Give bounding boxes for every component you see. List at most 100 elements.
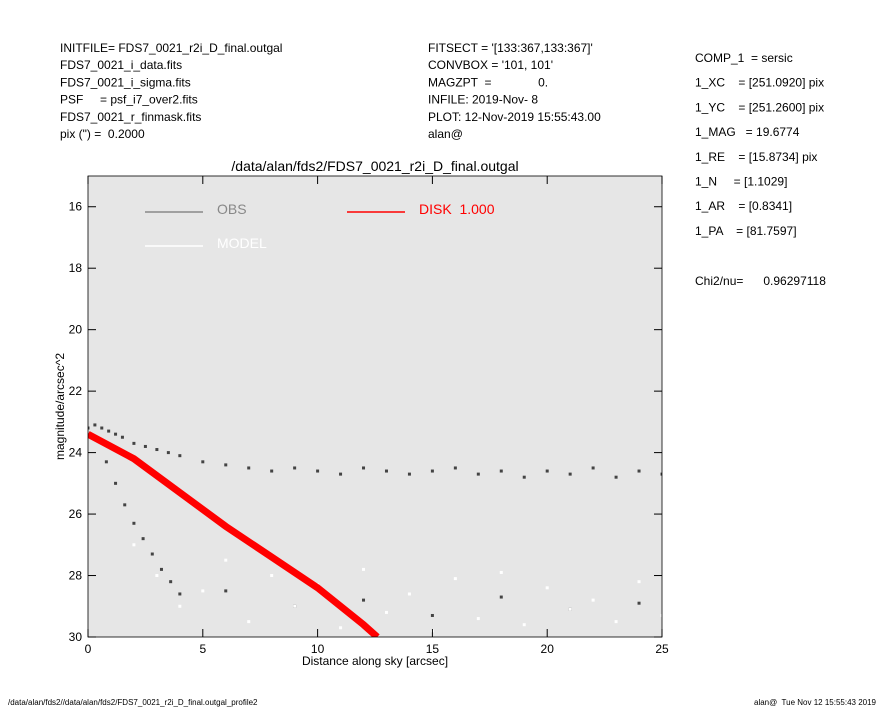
legend-label: MODEL [217,235,267,251]
point [614,475,618,479]
point [247,466,251,470]
point [166,451,170,455]
header-text: PLOT: 12-Nov-2019 15:55:43.00 [428,110,601,124]
plot-area [88,176,662,637]
point [224,558,228,562]
point [155,574,159,578]
point [591,598,595,602]
point [169,580,173,584]
x-tick-label: 10 [311,642,325,656]
header-text: 1_RE = [15.8734] pix [695,150,817,164]
point [141,537,145,541]
header-text: INFILE: 2019-Nov- 8 [428,93,538,107]
point [339,472,343,476]
point [270,469,274,473]
point [270,574,274,578]
point [545,469,549,473]
point [100,426,104,430]
footer: alan@ Tue Nov 12 15:55:43 2019 [754,698,877,707]
point [430,613,434,617]
point [143,444,147,448]
y-tick-label: 24 [69,446,83,460]
point [522,475,526,479]
point [123,503,127,507]
y-tick-label: 20 [69,323,83,337]
point [120,435,124,439]
footer: /data/alan/fds2//data/alan/fds2/FDS7_002… [8,698,258,707]
point [591,466,595,470]
header-text: 1_N = [1.1029] [695,175,787,189]
point [339,626,343,630]
header-text: FITSECT = '[133:367,133:367]' [428,41,593,55]
point [178,604,182,608]
point [88,426,90,430]
point [107,429,111,433]
y-tick-label: 22 [69,384,83,398]
legend-label: OBS [217,201,247,217]
x-tick-label: 25 [655,642,669,656]
point [545,586,549,590]
point [132,521,136,525]
x-tick-label: 15 [426,642,440,656]
point [660,613,662,617]
header-text: PSF = psf_i7_over2.fits [60,93,198,107]
point [453,466,457,470]
point [637,601,641,605]
chart-title: /data/alan/fds2/FDS7_0021_r2i_D_final.ou… [231,158,518,174]
y-tick-label: 26 [69,507,83,521]
point [568,607,572,611]
point [407,472,411,476]
point [201,460,205,464]
header-text: MAGZPT = 0. [428,75,548,89]
header-text: 1_AR = [0.8341] [695,199,792,213]
point [637,469,641,473]
header-text: COMP_1 = sersic [695,51,793,65]
point [384,610,388,614]
point [224,589,228,593]
header-text: 1_XC = [251.0920] pix [695,76,824,90]
x-tick-label: 0 [85,642,92,656]
point [476,617,480,621]
header-text: FDS7_0021_i_sigma.fits [60,75,191,89]
point [362,466,366,470]
point [247,620,251,624]
point [224,463,228,467]
point [93,423,97,427]
point [499,595,503,599]
data-layer [88,423,662,637]
chi2: Chi2/nu= 0.96297118 [695,274,826,288]
point [407,592,411,596]
point [114,481,118,485]
point [384,469,388,473]
header-text: FDS7_0021_i_data.fits [60,58,182,72]
point [568,472,572,476]
y-tick-label: 18 [69,261,83,275]
point [614,620,618,624]
y-tick-label: 28 [69,569,83,583]
point [201,589,205,593]
point [159,567,163,571]
header-text: alan@ [428,127,463,141]
point [150,552,154,556]
point [453,577,457,581]
point [293,466,297,470]
point [499,570,503,574]
point [132,441,136,445]
point [430,469,434,473]
point [178,454,182,458]
disk-line [88,431,380,637]
header-text: CONVBOX = '101, 101' [428,58,553,72]
point [155,448,159,452]
point [114,432,118,436]
x-tick-label: 20 [541,642,555,656]
y-tick-label: 30 [69,630,83,644]
header-text: INITFILE= FDS7_0021_r2i_D_final.outgal [60,41,282,55]
header-text: FDS7_0021_r_finmask.fits [60,110,201,124]
point [476,472,480,476]
point [362,598,366,602]
point [499,469,503,473]
point [637,580,641,584]
point [362,567,366,571]
x-tick-label: 5 [199,642,206,656]
